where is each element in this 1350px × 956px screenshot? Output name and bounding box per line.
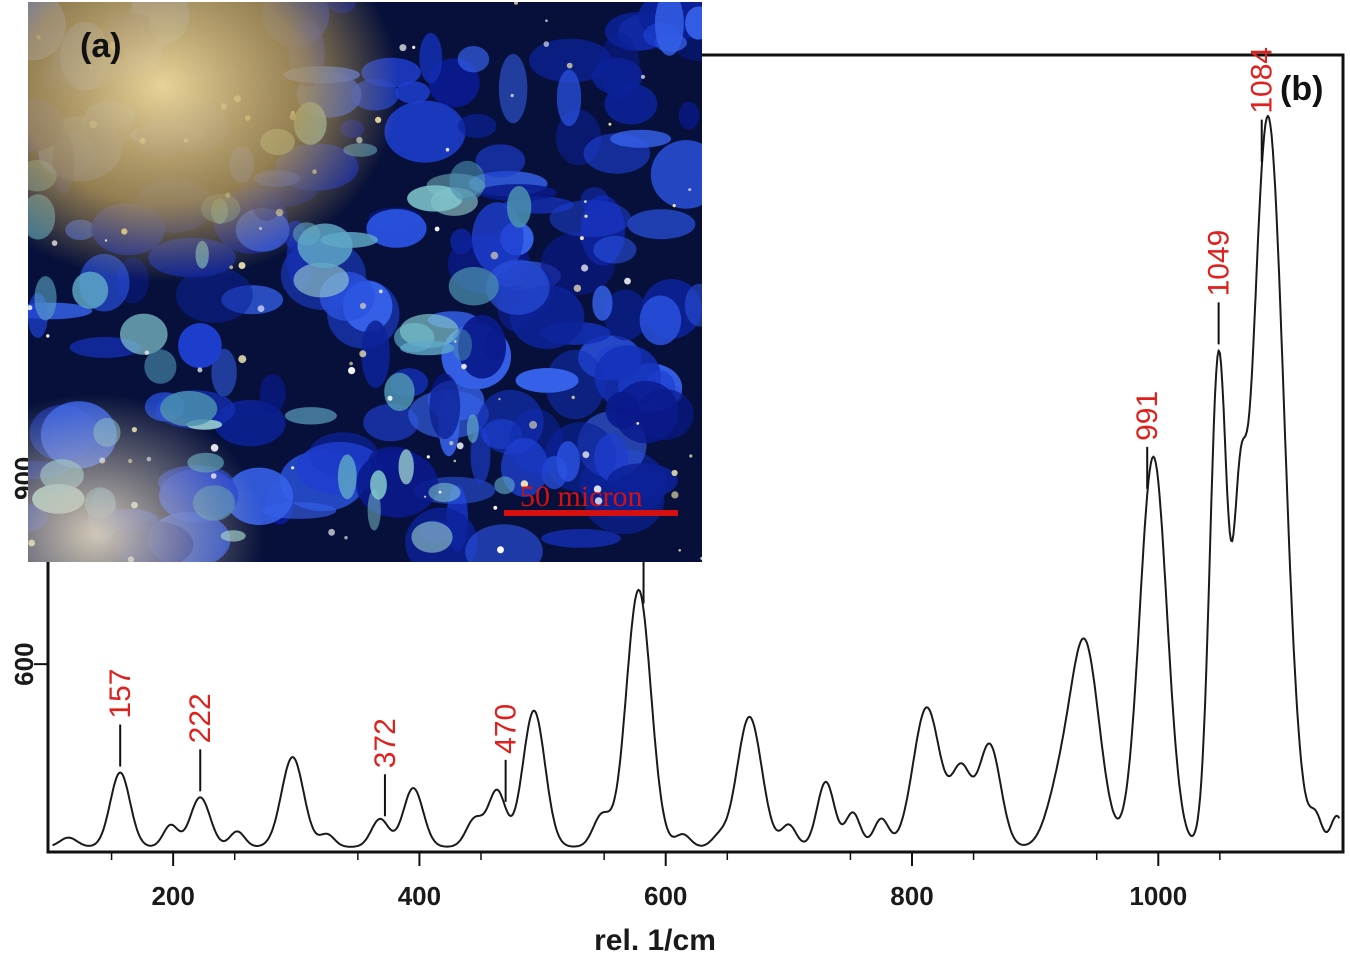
panel-b-label: (b) [1280,70,1323,108]
panel-a-label: (a) [80,27,122,65]
scale-bar [504,510,678,516]
scale-bar-label: 50 micron [520,480,642,513]
peak-label: 157 [104,668,137,718]
peak-label: 470 [490,704,523,754]
peak-label: 1084 [1246,47,1279,114]
peak-label: 1049 [1203,230,1236,297]
peak-label: 222 [184,693,217,743]
peak-label: 372 [369,718,402,768]
spectrum-line [52,114,1341,848]
peak-label: 991 [1131,391,1164,441]
x-tick-label: 400 [398,881,441,911]
micrograph-panel-a: (a) 50 micron [28,2,702,562]
x-tick-label: 800 [890,881,933,911]
micrograph-image: (a) 50 micron [28,2,702,562]
x-tick-label: 200 [151,881,194,911]
y-tick-label: 600 [9,642,39,685]
x-axis-title: rel. 1/cm [594,924,716,956]
x-tick-label: 600 [644,881,687,911]
x-axis-ticks: 200 400 600 800 1000 [110,852,1221,911]
x-tick-label: 1000 [1129,881,1187,911]
